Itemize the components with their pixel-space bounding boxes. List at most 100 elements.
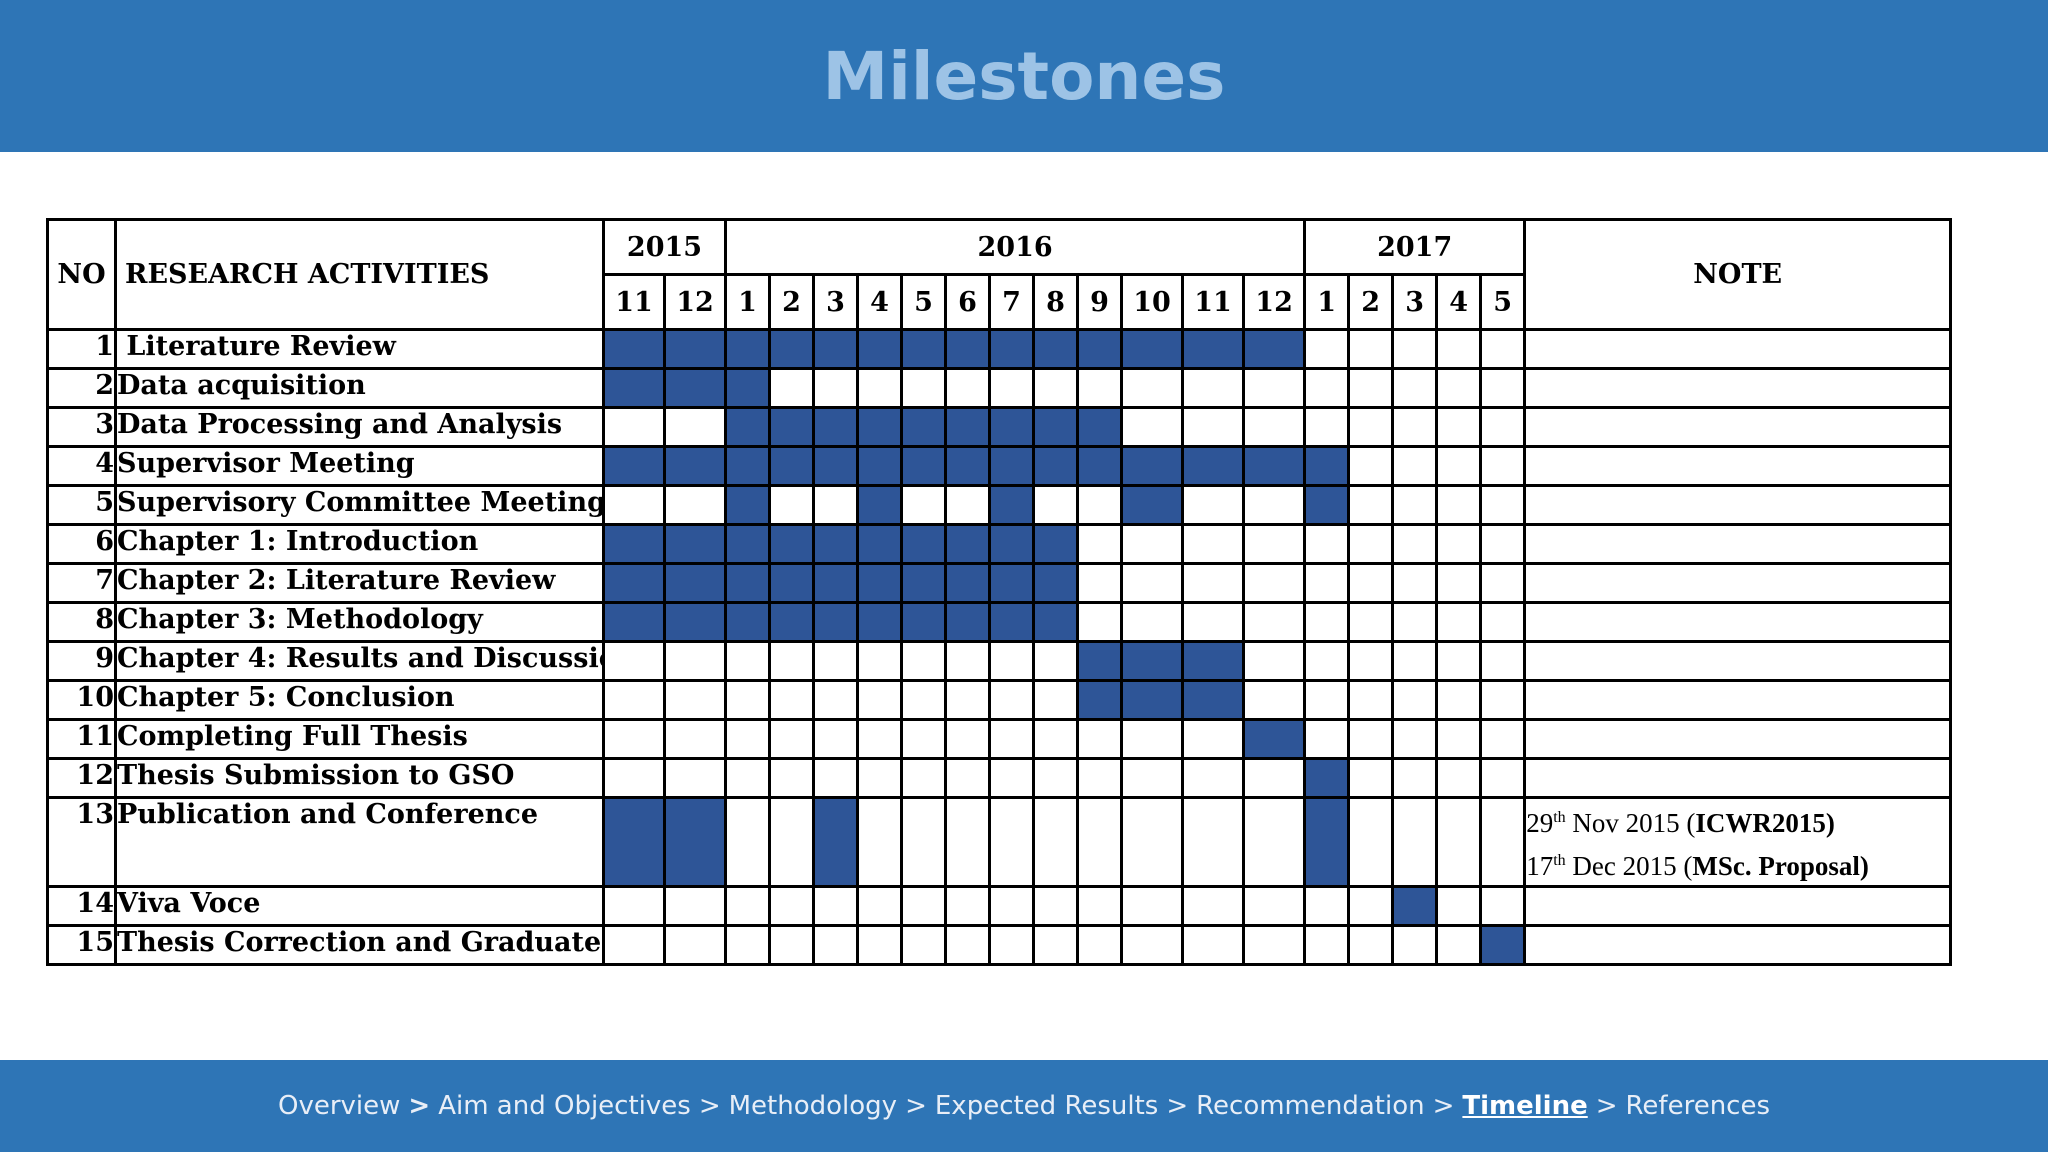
timeline-cell-filled (856, 562, 903, 604)
timeline-cell-empty (1241, 484, 1307, 526)
timeline-cell-empty (1076, 367, 1123, 409)
timeline-cell-empty (900, 367, 947, 409)
timeline-cell-filled (1303, 445, 1351, 487)
note-event: ICWR2015) (1695, 808, 1835, 838)
nav-link-methodology[interactable]: Methodology (728, 1091, 898, 1121)
timeline-cell-filled (900, 601, 947, 643)
timeline-cell-filled (1479, 924, 1527, 966)
timeline-cell-empty (856, 718, 903, 760)
timeline-cell-filled (768, 328, 815, 370)
timeline-cell-filled (602, 562, 666, 604)
timeline-cell-empty (988, 679, 1035, 721)
nav-link-overview[interactable]: Overview (277, 1091, 401, 1121)
timeline-cell-filled (856, 406, 903, 448)
note-cell (1523, 757, 1953, 799)
timeline-cell-filled (1032, 523, 1079, 565)
note-day-suffix: th (1553, 809, 1566, 826)
timeline-cell-empty (1303, 406, 1351, 448)
timeline-cell-filled (900, 445, 947, 487)
timeline-cell-empty (724, 885, 771, 927)
timeline-cell-filled (1032, 445, 1079, 487)
timeline-cell-empty (663, 679, 727, 721)
timeline-cell-empty (1120, 367, 1184, 409)
timeline-cell-filled (1303, 484, 1351, 526)
timeline-cell-filled (724, 406, 771, 448)
timeline-cell-empty (1303, 718, 1351, 760)
timeline-cell-empty (1391, 601, 1439, 643)
timeline-cell-empty (900, 640, 947, 682)
timeline-cell-empty (1241, 924, 1307, 966)
timeline-cell-empty (1181, 367, 1245, 409)
timeline-cell-filled (768, 562, 815, 604)
timeline-cell-empty (1241, 640, 1307, 682)
timeline-cell-empty (1120, 406, 1184, 448)
nav-link-aim-and-objectives[interactable]: Aim and Objectives (438, 1091, 691, 1121)
timeline-cell-filled (724, 601, 771, 643)
timeline-cell-filled (812, 796, 859, 888)
timeline-cell-empty (1391, 523, 1439, 565)
row-number: 14 (46, 885, 117, 927)
timeline-cell-empty (663, 484, 727, 526)
timeline-cell-empty (1391, 718, 1439, 760)
timeline-cell-empty (1120, 885, 1184, 927)
timeline-cell-empty (1479, 562, 1527, 604)
page-title: Milestones (822, 37, 1226, 115)
breadcrumb-separator: > (698, 1091, 721, 1121)
timeline-cell-empty (1435, 679, 1483, 721)
timeline-cell-empty (988, 640, 1035, 682)
timeline-cell-empty (1435, 757, 1483, 799)
timeline-cell-empty (1435, 406, 1483, 448)
nav-link-recommendation[interactable]: Recommendation (1196, 1091, 1425, 1121)
timeline-cell-empty (1435, 445, 1483, 487)
timeline-cell-filled (856, 523, 903, 565)
activity-row: 2 Data acquisition (46, 367, 1953, 409)
timeline-cell-filled (812, 523, 859, 565)
timeline-cell-empty (812, 679, 859, 721)
timeline-cell-empty (1479, 679, 1527, 721)
timeline-cell-empty (1391, 796, 1439, 888)
timeline-cell-empty (768, 718, 815, 760)
timeline-cell-empty (1181, 757, 1245, 799)
timeline-cell-empty (944, 885, 991, 927)
activity-name: Data Processing and Analysis (114, 406, 605, 448)
timeline-cell-empty (663, 406, 727, 448)
activity-name: Literature Review (114, 328, 605, 370)
nav-link-expected-results[interactable]: Expected Results (934, 1091, 1159, 1121)
timeline-cell-empty (663, 757, 727, 799)
timeline-cell-filled (944, 601, 991, 643)
timeline-cell-filled (724, 562, 771, 604)
activity-row: 7 Chapter 2: Literature Review (46, 562, 1953, 604)
note-line: 29th Nov 2015 (ICWR2015) (1528, 801, 1948, 843)
nav-link-references[interactable]: References (1625, 1091, 1771, 1121)
timeline-cell-filled (944, 523, 991, 565)
timeline-cell-empty (1435, 484, 1483, 526)
month-header: 9 (1076, 273, 1123, 331)
timeline-cell-empty (988, 924, 1035, 966)
row-number: 12 (46, 757, 117, 799)
timeline-cell-empty (1347, 757, 1395, 799)
timeline-cell-empty (724, 679, 771, 721)
timeline-cell-filled (602, 367, 666, 409)
timeline-cell-filled (1303, 796, 1351, 888)
timeline-cell-empty (1303, 679, 1351, 721)
timeline-cell-empty (1391, 562, 1439, 604)
note-cell (1523, 885, 1953, 927)
timeline-cell-empty (1303, 523, 1351, 565)
timeline-cell-filled (812, 406, 859, 448)
activity-name: Viva Voce (114, 885, 605, 927)
timeline-cell-filled (1076, 679, 1123, 721)
note-day: 17 (1526, 851, 1554, 881)
year-header: 2015 (602, 218, 727, 276)
activity-row: 9 Chapter 4: Results and Discussion (46, 640, 1953, 682)
nav-link-timeline[interactable]: Timeline (1462, 1091, 1588, 1121)
timeline-cell-filled (1032, 601, 1079, 643)
timeline-cell-empty (1181, 562, 1245, 604)
month-header: 11 (1181, 273, 1245, 331)
year-header: 2016 (723, 218, 1307, 276)
timeline-cell-filled (944, 406, 991, 448)
timeline-cell-empty (1435, 640, 1483, 682)
timeline-cell-empty (602, 924, 666, 966)
row-number: 6 (46, 523, 117, 565)
breadcrumb-separator: > (408, 1091, 431, 1121)
timeline-cell-empty (1241, 562, 1307, 604)
